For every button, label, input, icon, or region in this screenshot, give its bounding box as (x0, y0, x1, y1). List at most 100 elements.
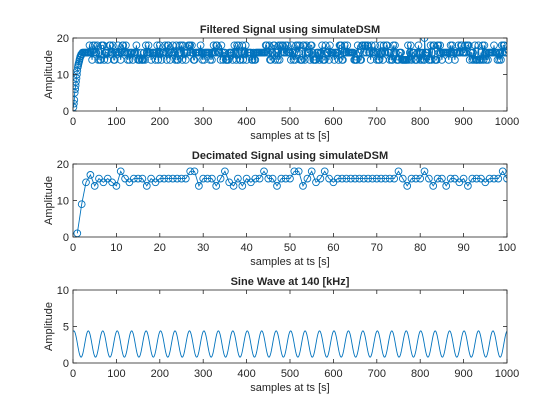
x-tick-label: 600 (324, 116, 342, 128)
data-point (73, 85, 80, 93)
data-point (234, 174, 242, 183)
data-point (432, 56, 441, 64)
data-point (238, 182, 247, 190)
data-point (494, 174, 503, 183)
y-axis-label: Amplitude (43, 50, 55, 99)
data-point (162, 56, 171, 64)
x-tick-label: 0 (70, 368, 76, 380)
data-point (490, 41, 498, 50)
data-point (300, 56, 309, 64)
data-point (340, 41, 349, 50)
data-point (212, 182, 221, 190)
data-point (264, 48, 273, 57)
data-point (286, 174, 294, 183)
data-point (398, 174, 407, 183)
data-point (93, 41, 102, 50)
data-point (503, 174, 507, 183)
data-point (230, 41, 239, 50)
data-point (316, 174, 325, 183)
data-point (236, 56, 245, 64)
data-point (85, 41, 94, 50)
data-point (497, 56, 505, 64)
data-point (100, 56, 109, 64)
data-point (73, 81, 80, 90)
y-tick-label: 10 (57, 70, 69, 82)
data-point (320, 167, 329, 176)
data-point (279, 41, 287, 50)
data-point (442, 182, 451, 190)
data-point (359, 48, 368, 57)
data-point (326, 41, 334, 50)
data-point (290, 167, 299, 176)
x-tick-label: 200 (151, 116, 169, 128)
data-point (307, 41, 316, 50)
x-tick-label: 1000 (495, 116, 519, 128)
data-point (219, 56, 228, 64)
x-tick-label: 20 (154, 242, 166, 254)
x-tick-label: 40 (240, 242, 252, 254)
data-point (190, 167, 199, 176)
data-point (372, 174, 381, 183)
data-point (181, 174, 190, 183)
data-point (368, 174, 377, 183)
data-point (430, 41, 438, 50)
data-point (456, 48, 464, 57)
data-point (221, 167, 229, 176)
data-point (154, 56, 162, 64)
data-point (500, 41, 507, 50)
data-point (144, 41, 153, 50)
data-point (371, 41, 379, 50)
data-point (73, 99, 78, 108)
x-tick-label: 200 (151, 368, 169, 380)
data-point (168, 174, 177, 183)
data-point (164, 41, 173, 50)
data-point (469, 48, 477, 57)
data-point (141, 56, 149, 64)
data-point (275, 56, 284, 64)
data-point (208, 174, 216, 183)
y-tick-label: 20 (57, 33, 69, 45)
x-tick-label: 300 (194, 116, 212, 128)
data-point (308, 48, 317, 57)
data-point (134, 174, 142, 183)
subplot-1: 0 100 200 300 400 500 600 700 800 900 1000 0 10 20 Fil… (43, 24, 519, 142)
data-point (239, 56, 247, 64)
data-point (503, 48, 507, 57)
data-point (355, 174, 364, 183)
data-point (407, 56, 416, 64)
x-tick-label: 800 (411, 116, 429, 128)
data-point (377, 174, 385, 183)
data-point (472, 174, 481, 183)
x-tick-label: 30 (197, 242, 209, 254)
y-axis-label: Amplitude (43, 302, 55, 351)
data-point (164, 174, 173, 183)
data-point (277, 174, 286, 183)
data-point (260, 167, 268, 176)
data-point (464, 41, 473, 50)
x-tick-label: 1000 (495, 368, 519, 380)
data-point (106, 41, 115, 50)
data-point (138, 174, 147, 183)
data-point (433, 174, 442, 183)
data-point (342, 174, 351, 183)
data-point (231, 48, 240, 57)
data-point (160, 174, 168, 183)
data-point (82, 178, 90, 187)
data-point (200, 56, 208, 64)
data-point (208, 56, 216, 64)
data-point (397, 48, 405, 57)
data-point (307, 167, 316, 176)
data-point (216, 174, 225, 183)
data-point (196, 41, 205, 50)
data-point (383, 41, 392, 50)
data-point (303, 174, 312, 183)
x-tick-label: 100 (107, 116, 125, 128)
data-point (203, 174, 212, 183)
data-point (436, 41, 445, 50)
data-point (157, 56, 166, 64)
data-point (287, 56, 295, 64)
x-tick-label: 70 (371, 242, 383, 254)
data-point (407, 174, 416, 183)
x-tick-label: 500 (281, 116, 299, 128)
